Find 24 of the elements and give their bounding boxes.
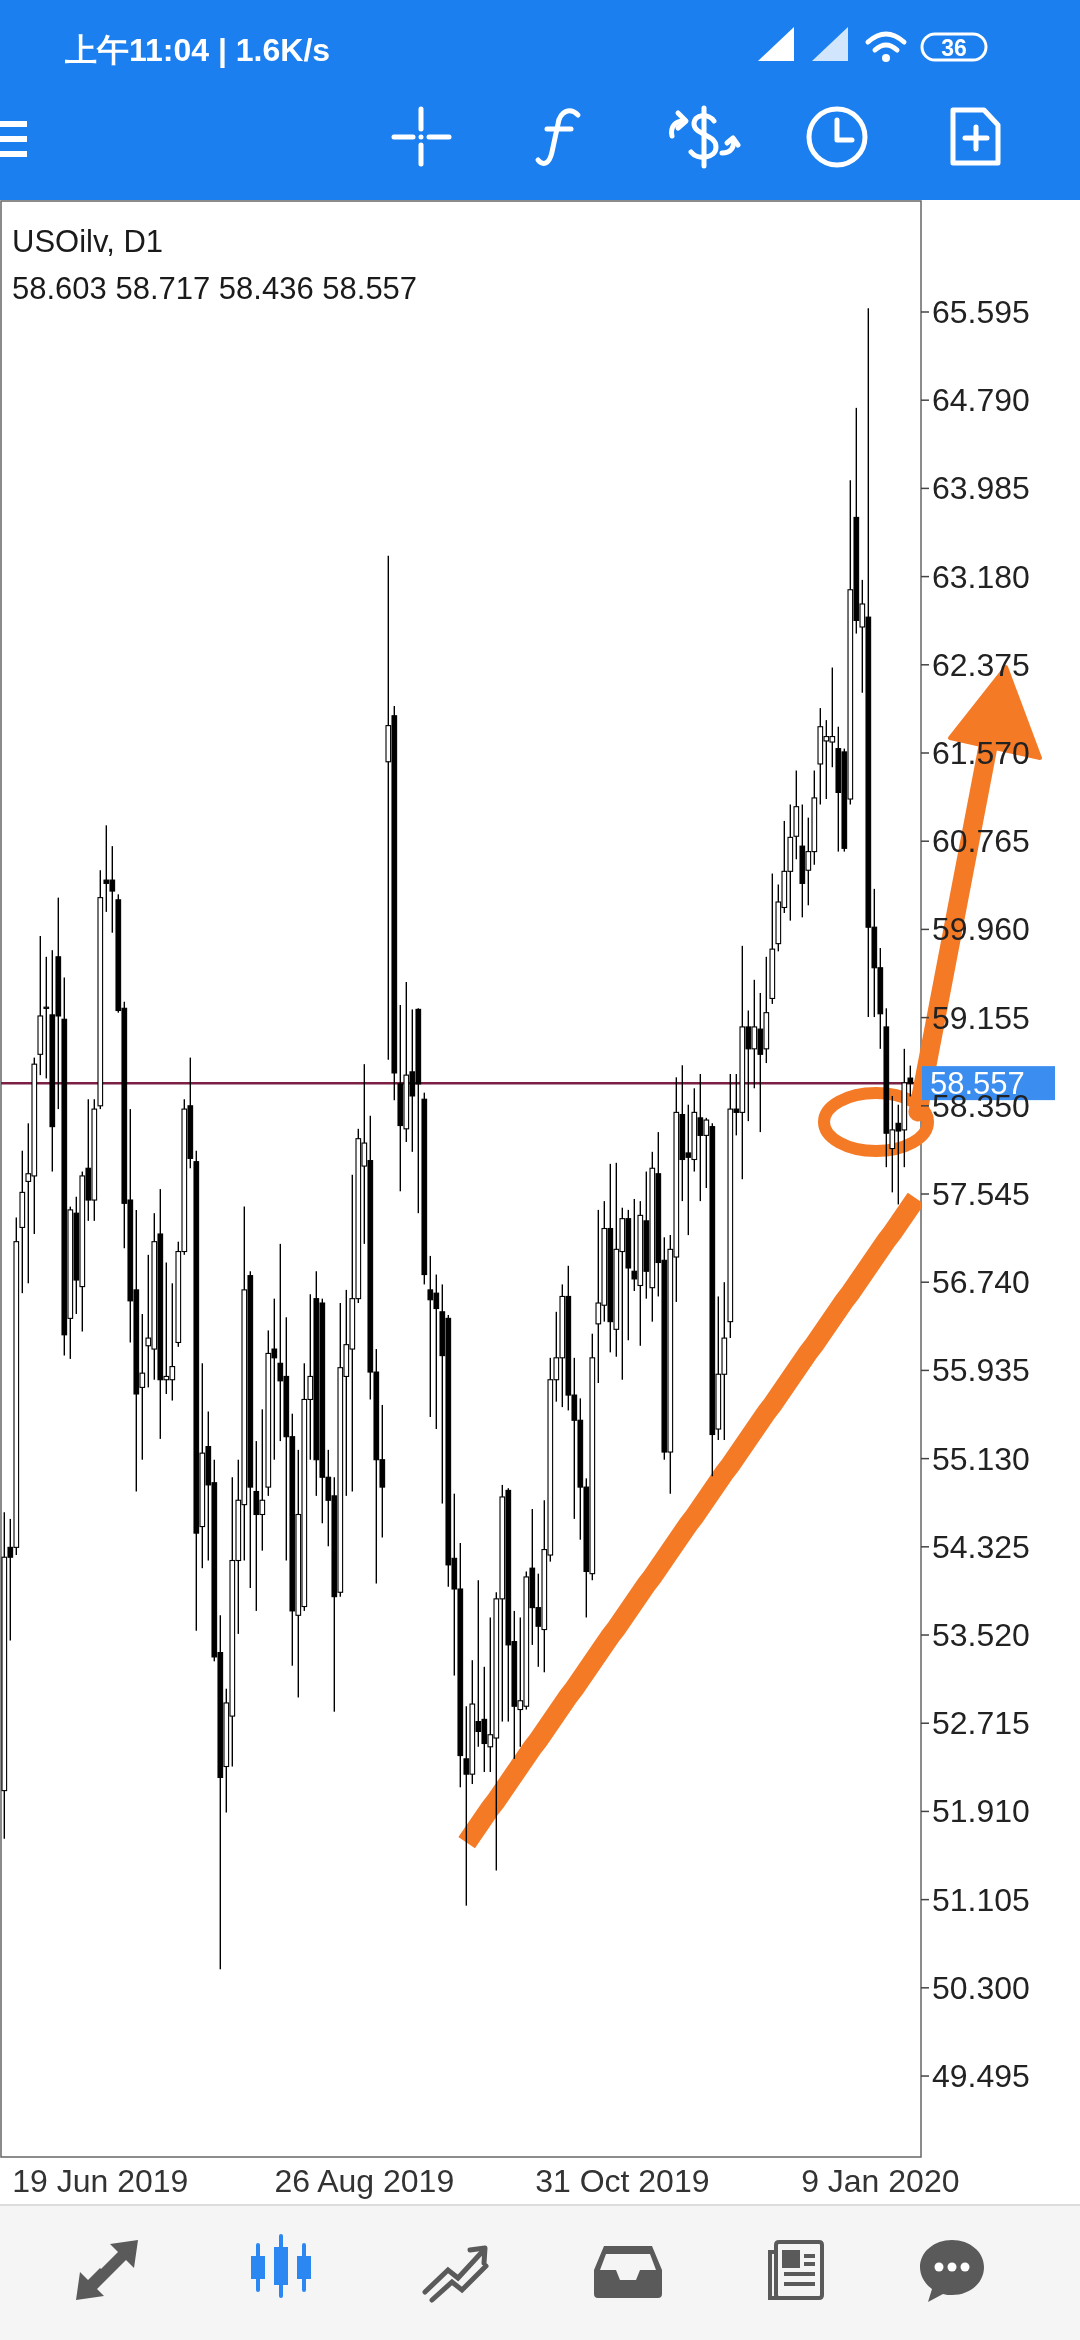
y-tick-label: 53.520 <box>932 1617 1030 1654</box>
x-tick-label: 9 Jan 2020 <box>801 2163 960 2199</box>
x-tick-label: 19 Jun 2019 <box>12 2163 189 2199</box>
x-tick-label: 31 Oct 2019 <box>535 2163 710 2199</box>
text: 上午11:04 | 1.6K/s <box>64 32 331 68</box>
y-tick-label: 52.715 <box>932 1705 1030 1742</box>
y-tick-label: 55.935 <box>932 1352 1030 1389</box>
y-tick-label: 63.180 <box>932 558 1030 595</box>
y-tick-label: 65.595 <box>932 293 1030 330</box>
text: 58.603 58.717 58.436 58.557 <box>12 271 418 306</box>
y-tick-label: 51.105 <box>932 1881 1030 1918</box>
y-tick-label: 50.300 <box>932 1969 1030 2006</box>
y-tick-label: 56.740 <box>932 1264 1030 1301</box>
x-tick-label: 26 Aug 2019 <box>274 2163 455 2199</box>
text: 36 <box>941 35 967 61</box>
text: USOilv, D1 <box>12 224 164 259</box>
y-tick-label: 54.325 <box>932 1528 1030 1565</box>
y-tick-label: 49.495 <box>932 2058 1030 2095</box>
y-tick-label: 62.375 <box>932 646 1030 683</box>
y-tick-label: 57.545 <box>932 1176 1030 1213</box>
y-tick-label: 55.130 <box>932 1440 1030 1477</box>
y-tick-label: 64.790 <box>932 382 1030 419</box>
y-tick-label: 63.985 <box>932 470 1030 507</box>
y-tick-label: 51.910 <box>932 1793 1030 1830</box>
